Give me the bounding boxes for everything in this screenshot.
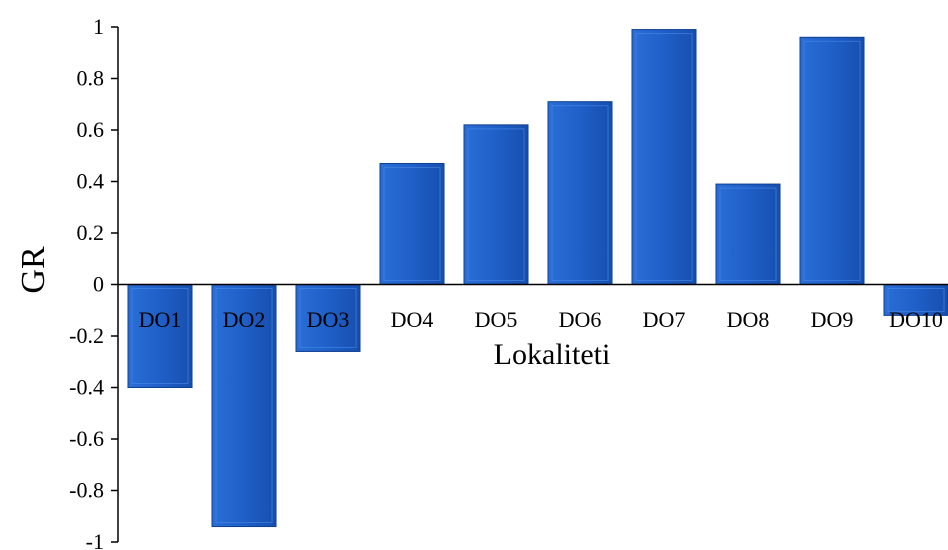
y-tick-label: -0.4 xyxy=(69,375,104,400)
x-category-label: DO5 xyxy=(475,307,518,332)
x-category-label: DO1 xyxy=(139,307,182,332)
bar-bevel xyxy=(719,187,777,281)
x-category-label: DO10 xyxy=(889,307,943,332)
y-tick-label: 0.8 xyxy=(77,66,105,91)
bar-do5 xyxy=(463,124,529,285)
bar-do8 xyxy=(715,183,781,285)
bar-bevel xyxy=(383,166,441,282)
x-category-label: DO6 xyxy=(559,307,602,332)
x-category-label: DO7 xyxy=(643,307,686,332)
x-category-label: DO9 xyxy=(811,307,854,332)
bar-bevel xyxy=(299,288,357,348)
y-tick-label: -0.6 xyxy=(69,426,104,451)
bars-layer xyxy=(127,29,948,528)
x-axis-title: Lokaliteti xyxy=(494,338,611,371)
y-axis-ticks: -1 -0.8 -0.6 -0.4 -0.2 0 0.2 0.4 0.6 0.8 1 xyxy=(69,14,118,550)
bar-bevel xyxy=(215,288,273,524)
x-category-label: DO4 xyxy=(391,307,434,332)
bar-bevel xyxy=(803,40,861,281)
y-tick-label: -0.8 xyxy=(69,478,104,503)
bar-bevel xyxy=(887,288,945,312)
x-category-label: DO8 xyxy=(727,307,770,332)
x-category-label: DO3 xyxy=(307,307,350,332)
bar-do9 xyxy=(799,36,865,285)
bar-bevel xyxy=(551,105,609,281)
bar-do1 xyxy=(127,284,193,388)
y-tick-label: 0.2 xyxy=(77,220,105,245)
y-tick-label: -1 xyxy=(86,529,104,550)
x-category-label: DO2 xyxy=(223,307,266,332)
bar-do4 xyxy=(379,162,445,286)
bar-bevel xyxy=(467,128,525,281)
x-axis-category-labels: DO1 DO2 DO3 DO4 DO5 DO6 DO7 DO8 DO9 DO10 xyxy=(139,307,943,332)
y-tick-label: 0 xyxy=(93,272,104,297)
y-tick-label: -0.2 xyxy=(69,323,104,348)
bar-do7 xyxy=(631,29,697,286)
bar-do3 xyxy=(295,284,361,352)
y-tick-label: 0.4 xyxy=(77,169,105,194)
bar-bevel xyxy=(131,288,189,384)
y-tick-label: 1 xyxy=(93,14,104,39)
bar-bevel xyxy=(635,33,693,282)
y-tick-label: 0.6 xyxy=(77,117,105,142)
bar-do6 xyxy=(547,101,613,285)
y-axis-title: GR xyxy=(15,246,52,294)
